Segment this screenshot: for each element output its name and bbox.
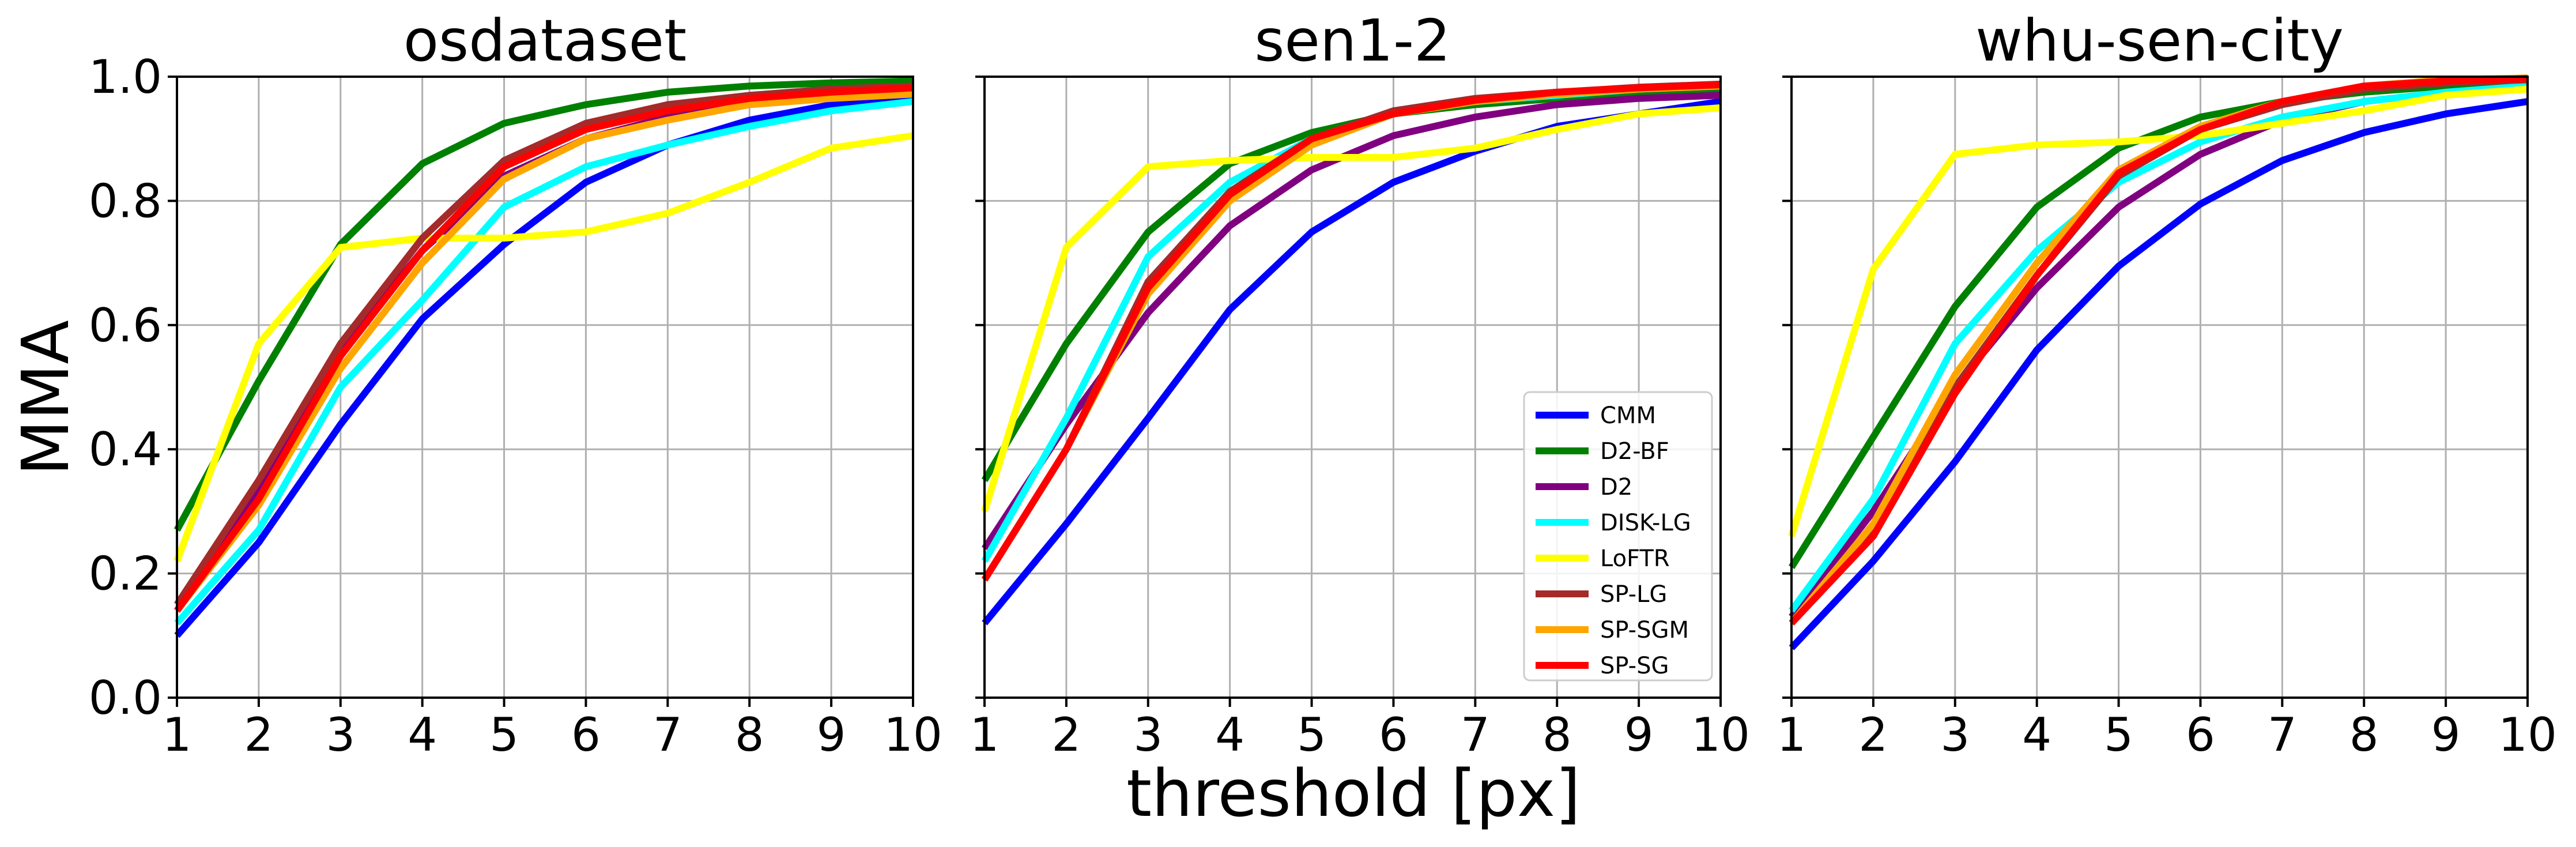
plot-frame	[1790, 76, 2529, 699]
legend-label: SP-SGM	[1600, 617, 1689, 643]
series-line-loftr	[174, 132, 914, 563]
x-tick-label: 9	[817, 708, 846, 762]
x-tick-label: 9	[1624, 708, 1654, 762]
x-tick-label: 3	[1940, 708, 1970, 762]
x-tick-label: 5	[1297, 708, 1326, 762]
y-tick-label: 0.0	[89, 671, 162, 725]
x-tick-label: 10	[1691, 708, 1750, 762]
y-tick-label: 0.2	[89, 547, 162, 601]
x-axis-label: threshold [px]	[1126, 756, 1581, 831]
x-tick-label: 1	[970, 708, 1000, 762]
x-tick-label: 8	[2349, 708, 2379, 762]
legend-label: D2	[1600, 474, 1632, 500]
x-tick-label: 8	[1542, 708, 1572, 762]
series-line-sp-sg	[981, 81, 1721, 582]
x-tick-label: 7	[1461, 708, 1490, 762]
series-line-sp-sg	[174, 84, 914, 613]
x-tick-label: 3	[1133, 708, 1163, 762]
series-line-cmm	[1789, 98, 2528, 650]
series-line-disk-lg	[1789, 82, 2528, 613]
x-tick-label: 6	[571, 708, 601, 762]
y-tick-label: 1.0	[89, 50, 162, 104]
legend-label: D2-BF	[1600, 438, 1669, 465]
chart-title: osdataset	[403, 7, 687, 74]
x-tick-label: 2	[244, 708, 273, 762]
x-tick-label: 4	[1215, 708, 1244, 762]
y-tick-label: 0.8	[89, 174, 162, 228]
y-tick-label: 0.6	[89, 299, 162, 352]
plot-frame	[176, 76, 914, 699]
x-tick-label: 6	[2186, 708, 2215, 762]
y-tick-label: 0.4	[89, 423, 162, 476]
legend-label: SP-LG	[1600, 581, 1667, 608]
x-tick-label: 8	[735, 708, 764, 762]
chart-title: whu-sen-city	[1975, 7, 2344, 74]
x-tick-label: 3	[326, 708, 355, 762]
x-tick-label: 2	[1858, 708, 1888, 762]
series-line-sp-sg	[1789, 75, 2528, 626]
x-tick-label: 5	[2104, 708, 2133, 762]
x-tick-label: 6	[1379, 708, 1408, 762]
x-tick-label: 4	[2022, 708, 2051, 762]
series-line-loftr	[981, 104, 1721, 513]
series-line-loftr	[1788, 85, 2528, 537]
x-tick-label: 2	[1051, 708, 1081, 762]
legend-label: CMM	[1600, 402, 1656, 429]
x-tick-label: 9	[2431, 708, 2461, 762]
x-tick-label: 4	[408, 708, 437, 762]
x-tick-label: 10	[884, 708, 942, 762]
series-line-sp-sgm	[174, 91, 914, 613]
x-tick-label: 7	[2268, 708, 2297, 762]
x-tick-label: 7	[653, 708, 682, 762]
legend-label: LoFTR	[1600, 545, 1670, 572]
x-tick-label: 10	[2498, 708, 2557, 762]
x-tick-label: 1	[1777, 708, 1806, 762]
series-line-cmm	[174, 95, 914, 638]
chart-title: sen1-2	[1254, 7, 1450, 74]
series-line-disk-lg	[174, 98, 914, 626]
x-tick-label: 1	[163, 708, 192, 762]
legend-label: DISK-LG	[1600, 510, 1691, 536]
legend-box	[1523, 391, 1713, 682]
x-tick-label: 5	[489, 708, 519, 762]
series-line-d2-bf	[174, 77, 914, 532]
y-axis-label: MMA	[9, 320, 84, 476]
plot-frame	[983, 76, 1722, 699]
legend-label: SP-SG	[1600, 653, 1669, 679]
